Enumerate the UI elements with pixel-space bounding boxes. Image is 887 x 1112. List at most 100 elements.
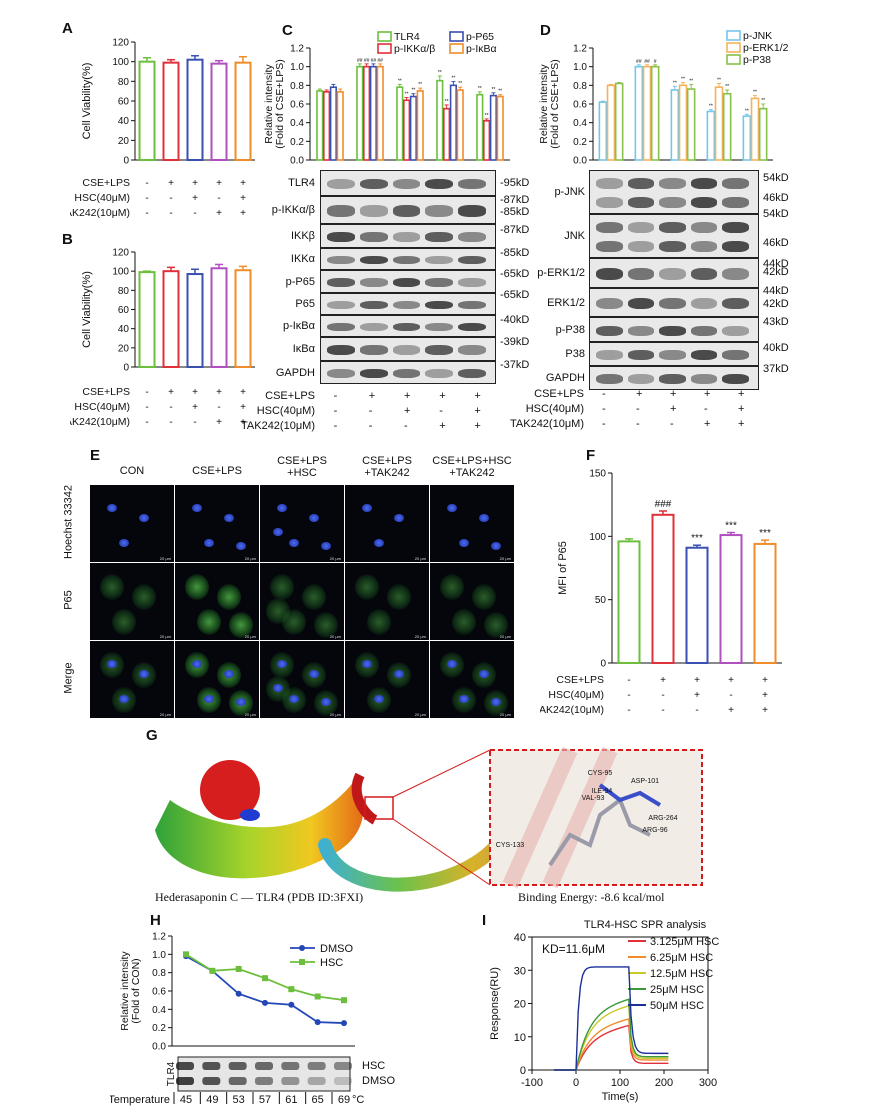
sig-mark: ** bbox=[458, 81, 462, 87]
blot-band bbox=[722, 177, 749, 189]
sig-mark: ** bbox=[398, 78, 402, 84]
cell-nucleus bbox=[447, 660, 457, 668]
cell-nucleus bbox=[394, 514, 404, 522]
blot-row-label: ERK1/2 bbox=[547, 296, 585, 309]
c-blot-cond-label: TAK242(10μM) bbox=[241, 420, 315, 432]
bar-A-2 bbox=[162, 61, 180, 161]
point-HSC bbox=[235, 966, 242, 972]
sig-mark: ** bbox=[745, 108, 749, 114]
ylabel-i: Response(RU) bbox=[489, 967, 501, 1040]
d-blot-cond-label: CSE+LPS bbox=[534, 388, 584, 400]
cond-sign: - bbox=[404, 420, 408, 432]
blot-band bbox=[359, 232, 388, 242]
sig-mark: ** bbox=[761, 98, 765, 104]
cell-cytoplasm bbox=[282, 609, 306, 635]
sig-mark: ** bbox=[673, 80, 677, 86]
blot-band bbox=[327, 322, 355, 332]
blot-band bbox=[392, 255, 421, 265]
kd-marker: -95kD bbox=[500, 177, 530, 189]
legend-label-c-1: p-P65 bbox=[466, 31, 494, 43]
sig-mark: ** bbox=[485, 113, 489, 119]
blot-band bbox=[659, 221, 686, 233]
kd-marker: -65kD bbox=[500, 289, 530, 301]
point-DMSO bbox=[235, 990, 242, 997]
axis-D-ytick-label: 0.0 bbox=[573, 156, 587, 167]
sig-mark: ** bbox=[725, 84, 729, 90]
cell-cytoplasm bbox=[266, 598, 290, 624]
cell-nucleus bbox=[321, 542, 331, 550]
b-sign: - bbox=[169, 402, 172, 413]
sig-mark: ## bbox=[357, 58, 363, 64]
blot-band bbox=[690, 221, 718, 233]
xtick-label: 200 bbox=[655, 1077, 673, 1089]
b-sign: - bbox=[145, 387, 148, 398]
xtick-label: 100 bbox=[611, 1077, 629, 1089]
axis-A-ytick-label: 120 bbox=[112, 38, 129, 49]
band-dmso bbox=[334, 1077, 352, 1085]
cell-nucleus bbox=[119, 539, 129, 547]
sig-hash: ### bbox=[655, 499, 672, 510]
temp-tick: 49 bbox=[206, 1094, 218, 1106]
scale-bar-label: 20 μm bbox=[329, 712, 341, 717]
b-cond-0: CSE+LPS bbox=[82, 386, 130, 398]
cell-nucleus bbox=[192, 660, 202, 668]
micro-row-label: P65 bbox=[62, 589, 75, 610]
cell-nucleus bbox=[374, 695, 384, 703]
sig-mark: ## bbox=[364, 58, 370, 64]
blot-band bbox=[659, 177, 686, 189]
band-hsc bbox=[334, 1062, 352, 1070]
bar-A-5 bbox=[234, 61, 252, 161]
blot-band bbox=[659, 240, 686, 252]
micro-image: 20 μm bbox=[430, 641, 514, 718]
blot-row-label: p-JNK bbox=[554, 186, 585, 198]
legend-marker bbox=[299, 945, 305, 951]
blot-band bbox=[359, 255, 388, 265]
micro-image: 20 μm bbox=[260, 563, 344, 640]
blot-band bbox=[359, 322, 388, 332]
axis-B-ytick-label: 0 bbox=[123, 363, 129, 374]
blot-band bbox=[596, 196, 623, 208]
cond-sign: + bbox=[738, 388, 745, 400]
blot-strip bbox=[589, 288, 759, 317]
spr-title: TLR4-HSC SPR analysis bbox=[584, 919, 707, 931]
blot-band bbox=[690, 374, 718, 384]
a-sign: - bbox=[193, 208, 196, 219]
blot-band bbox=[659, 325, 686, 336]
cell-cytoplasm bbox=[472, 584, 496, 610]
sig-mark: ** bbox=[411, 88, 415, 94]
blot-strip bbox=[589, 258, 759, 288]
bar-A-1 bbox=[138, 60, 156, 162]
sig-mark: # bbox=[654, 59, 657, 65]
cell-nucleus bbox=[119, 695, 129, 703]
xlabel-i: Time(s) bbox=[602, 1091, 639, 1103]
micro-grid: CON CSE+LPS CSE+LPS +HSC CSE+LPS +TAK242 CSE… bbox=[60, 455, 520, 725]
bar-D-p-JNK-5 bbox=[742, 115, 752, 161]
blot-band bbox=[690, 196, 718, 208]
cell-cytoplasm bbox=[314, 612, 338, 638]
bar-B-2 bbox=[162, 270, 180, 369]
axis-C-ytick-label: 1.2 bbox=[290, 44, 304, 55]
micro-col-label: CON bbox=[119, 465, 145, 477]
scale-bar-label: 20 μm bbox=[159, 556, 171, 561]
blot-band bbox=[659, 268, 686, 280]
blot-band bbox=[327, 368, 355, 379]
scale-bar-label: 20 μm bbox=[499, 712, 511, 717]
bar-C-p-P65-4 bbox=[449, 84, 458, 161]
legend-label-h-1: HSC bbox=[320, 957, 343, 969]
scale-bar-label: 20 μm bbox=[414, 712, 426, 717]
cond-sign: + bbox=[404, 390, 411, 402]
blot-band bbox=[690, 177, 718, 189]
axis-h-ytick-label: 0.2 bbox=[152, 1023, 166, 1034]
temp-tick: 57 bbox=[259, 1094, 271, 1106]
blot-band bbox=[425, 255, 454, 265]
bar-D-p-JNK-4 bbox=[706, 110, 716, 161]
kd-marker: -39kD bbox=[500, 336, 530, 348]
axis-B-ytick-label: 120 bbox=[112, 248, 129, 259]
sig-mark: ** bbox=[717, 77, 721, 83]
cell-nucleus bbox=[107, 504, 117, 512]
blot-band bbox=[392, 300, 421, 310]
point-DMSO bbox=[314, 1019, 321, 1026]
bar-B-1 bbox=[138, 271, 156, 368]
residue-label-3: VAL-93 bbox=[582, 795, 605, 802]
sig-mark: ** bbox=[405, 91, 409, 97]
